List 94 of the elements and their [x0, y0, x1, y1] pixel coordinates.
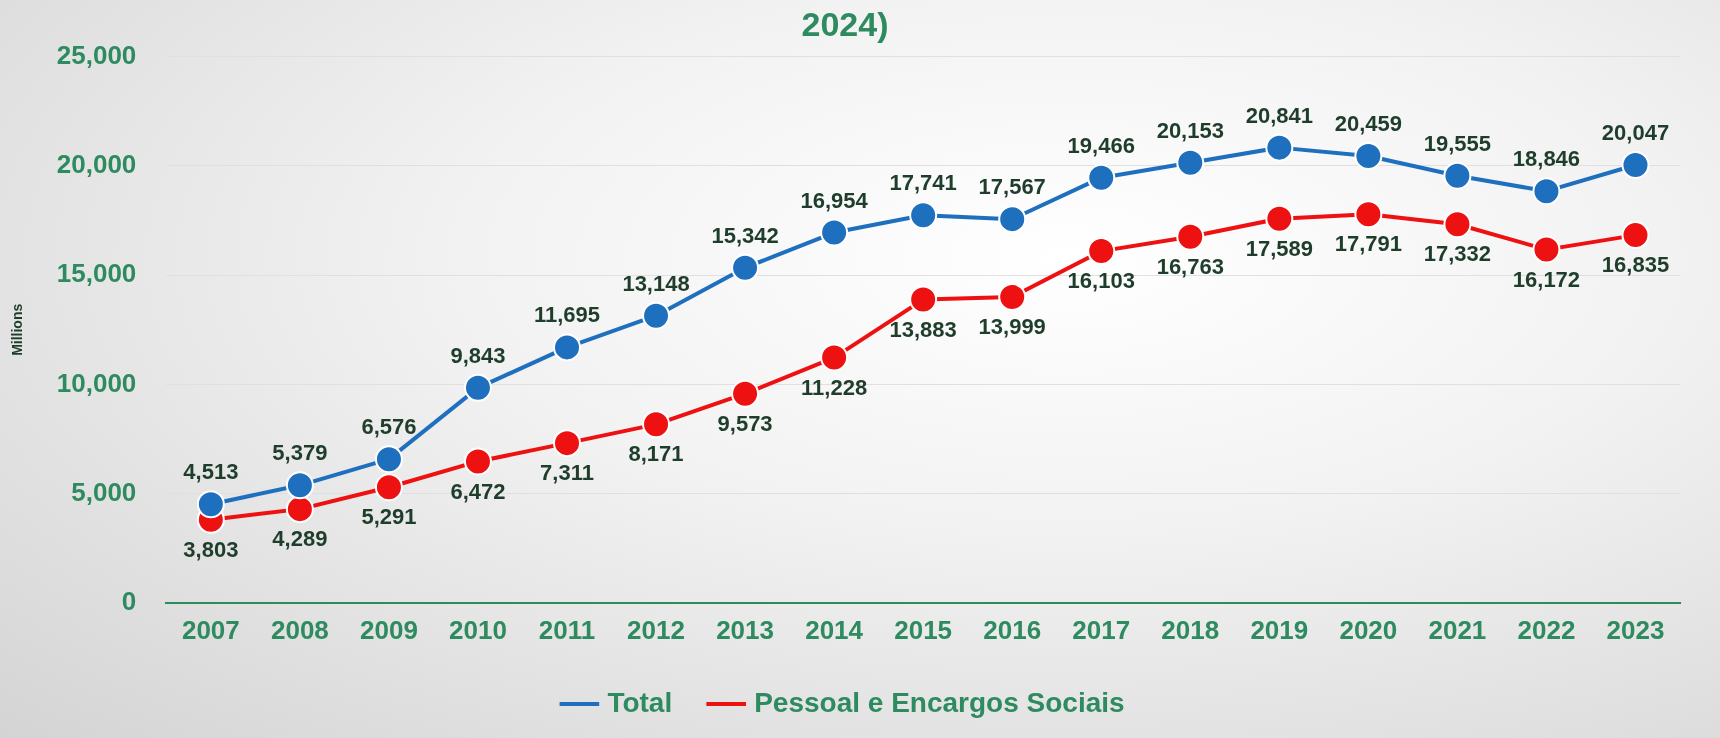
data-label: 4,513 — [183, 459, 239, 485]
point — [1176, 148, 1205, 177]
data-label: 17,791 — [1334, 231, 1403, 257]
point — [285, 471, 314, 500]
x-tick-label: 2009 — [360, 614, 418, 645]
point — [731, 379, 760, 408]
legend-label: Pessoal e Encargos Sociais — [754, 686, 1125, 718]
data-label: 18,846 — [1512, 146, 1581, 172]
y-tick-label: 10,000 — [56, 367, 137, 398]
data-label: 16,763 — [1156, 253, 1224, 279]
point — [1443, 161, 1472, 190]
y-tick-label: 5,000 — [71, 476, 137, 507]
x-tick-label: 2016 — [983, 614, 1042, 645]
data-label: 5,379 — [272, 440, 328, 466]
data-label: 11,228 — [801, 374, 868, 400]
data-label: 8,171 — [628, 441, 684, 467]
point — [1532, 235, 1561, 264]
point — [1532, 177, 1561, 206]
point — [1087, 237, 1116, 266]
x-tick-label: 2015 — [894, 614, 953, 645]
point — [1354, 200, 1383, 229]
data-label: 19,555 — [1423, 130, 1492, 156]
data-label: 6,472 — [450, 478, 506, 504]
data-label: 5,291 — [361, 504, 417, 530]
data-label: 17,567 — [978, 174, 1046, 200]
x-tick-label: 2008 — [270, 614, 329, 645]
x-tick-label: 2012 — [627, 614, 685, 645]
point — [642, 410, 671, 439]
point — [1265, 204, 1294, 233]
data-label: 4,289 — [272, 526, 328, 552]
data-label: 16,835 — [1601, 252, 1670, 278]
data-label: 9,843 — [450, 342, 506, 368]
data-label: 6,576 — [361, 414, 417, 440]
x-tick-label: 2022 — [1517, 614, 1576, 645]
x-tick-label: 2013 — [716, 614, 774, 645]
point — [285, 495, 314, 524]
data-label: 17,741 — [889, 170, 957, 196]
point — [374, 445, 403, 474]
point — [374, 473, 403, 502]
data-label: 7,311 — [540, 460, 594, 486]
point — [463, 373, 492, 402]
x-tick-label: 2019 — [1250, 614, 1309, 645]
point — [998, 205, 1027, 234]
point — [553, 429, 581, 458]
data-label: 13,883 — [889, 316, 957, 342]
data-label: 13,148 — [622, 270, 690, 296]
point — [1621, 221, 1650, 250]
point — [998, 283, 1027, 312]
data-label: 9,573 — [717, 410, 773, 436]
point — [731, 253, 760, 282]
y-axis-title: Millions — [9, 303, 26, 356]
x-tick-label: 2017 — [1072, 614, 1131, 645]
chart-title: 2024) — [801, 4, 889, 43]
point — [1443, 210, 1472, 239]
data-label: 20,047 — [1601, 120, 1670, 146]
x-tick-label: 2023 — [1606, 614, 1665, 645]
x-tick-label: 2014 — [805, 614, 864, 645]
x-tick-label: 2011 — [538, 614, 596, 645]
x-tick-label: 2020 — [1339, 614, 1398, 645]
data-label: 16,954 — [800, 187, 869, 213]
data-label: 20,153 — [1156, 117, 1224, 143]
data-label: 16,103 — [1067, 268, 1135, 294]
point — [642, 301, 671, 330]
point — [909, 201, 938, 230]
point — [196, 490, 225, 519]
y-tick-label: 20,000 — [56, 149, 137, 180]
data-label: 16,172 — [1512, 266, 1581, 292]
x-tick-label: 2018 — [1161, 614, 1220, 645]
y-tick-label: 15,000 — [56, 258, 137, 289]
x-tick-label: 2010 — [449, 614, 507, 645]
data-label: 17,589 — [1245, 235, 1313, 261]
point — [1265, 133, 1294, 162]
y-tick-label: 25,000 — [56, 39, 137, 70]
data-label: 19,466 — [1067, 132, 1135, 158]
y-tick-label: 0 — [121, 585, 137, 616]
data-label: 3,803 — [183, 536, 239, 562]
x-tick-label: 2007 — [181, 614, 240, 645]
point — [1621, 150, 1650, 179]
data-label: 13,999 — [978, 314, 1046, 340]
data-label: 11,695 — [533, 302, 601, 328]
point — [820, 343, 849, 372]
point — [1176, 222, 1205, 251]
data-label: 17,332 — [1423, 241, 1492, 267]
data-label: 15,342 — [711, 222, 779, 248]
data-label: 20,841 — [1245, 102, 1313, 128]
point — [1354, 141, 1383, 170]
x-tick-label: 2021 — [1428, 614, 1487, 645]
legend-label: Total — [607, 686, 673, 718]
data-label: 20,459 — [1334, 111, 1403, 137]
point — [463, 447, 492, 476]
point — [820, 218, 849, 247]
point — [1087, 163, 1116, 192]
point — [553, 333, 581, 362]
point — [909, 285, 938, 314]
